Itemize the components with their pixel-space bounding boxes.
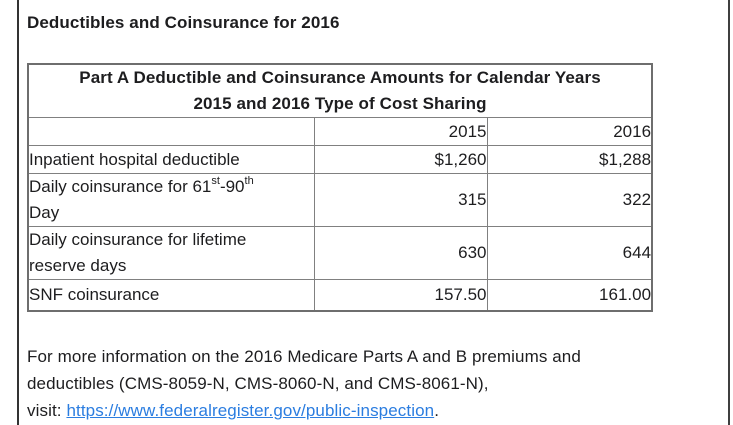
row-label-line1: Daily coinsurance for lifetime [29,230,247,249]
column-header-2016: 2016 [486,117,653,146]
table-caption-line2: 2015 and 2016 Type of Cost Sharing [193,94,487,113]
value-2015-cell: 630 [313,226,488,280]
value-2015-cell: 315 [313,173,488,227]
row-label-line2: Day [29,203,60,222]
footer-line1: For more information on the 2016 Medicar… [27,347,581,366]
document-body: Deductibles and Coinsurance for 2016 Par… [27,0,687,424]
footer-line3: visit: https://www.federalregister.gov/p… [27,397,687,424]
table-caption-line1: Part A Deductible and Coinsurance Amount… [79,68,601,87]
row-label-text: -90 [219,177,245,196]
left-border-rule [17,0,19,425]
page-title: Deductibles and Coinsurance for 2016 [27,13,340,32]
column-header-2015: 2015 [313,117,488,146]
ordinal-superscript: th [244,175,254,188]
value-2016-cell: 161.00 [486,279,653,312]
value-2016-cell: 322 [486,173,653,227]
value-2015-cell: 157.50 [313,279,488,312]
footer-period: . [434,401,440,420]
column-header-blank-cell [27,117,315,146]
footer-text: For more information on the 2016 Medicar… [27,343,687,424]
table-row-lifetime-reserve: Daily coinsurance for lifetime reserve d… [27,226,653,280]
ordinal-superscript: st [211,175,220,188]
footer-visit-label: visit: [27,401,67,420]
table-column-header-row: 2015 2016 [27,117,653,146]
right-border-rule [728,0,730,425]
table-row-snf-coinsurance: SNF coinsurance 157.50 161.00 [27,279,653,312]
value-2016-cell: $1,288 [486,145,653,174]
table-row-daily-coinsurance-61-90: Daily coinsurance for 61st-90th Day 315 … [27,173,653,227]
table-caption-row: Part A Deductible and Coinsurance Amount… [27,63,653,118]
federal-register-link[interactable]: https://www.federalregister.gov/public-i… [66,401,435,420]
value-2016-cell: 644 [486,226,653,280]
row-label-line2: reserve days [29,256,127,275]
value-2015-cell: $1,260 [313,145,488,174]
table-row-inpatient-deductible: Inpatient hospital deductible $1,260 $1,… [27,145,653,174]
table-caption-cell: Part A Deductible and Coinsurance Amount… [27,63,653,118]
row-label-cell: SNF coinsurance [27,279,315,312]
row-label-cell: Daily coinsurance for 61st-90th Day [27,173,315,227]
row-label-cell: Inpatient hospital deductible [27,145,315,174]
footer-line2: deductibles (CMS-8059-N, CMS-8060-N, and… [27,374,489,393]
row-label-text: Daily coinsurance for 61 [29,177,212,196]
cost-sharing-table: Part A Deductible and Coinsurance Amount… [27,63,654,312]
row-label-cell: Daily coinsurance for lifetime reserve d… [27,226,315,280]
